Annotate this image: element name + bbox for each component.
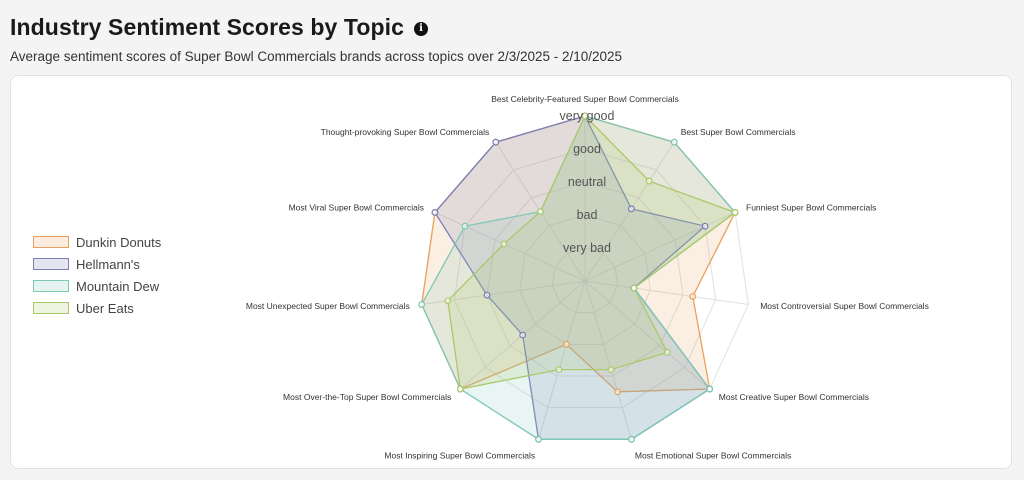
data-point — [535, 435, 542, 443]
level-label: very bad — [563, 241, 611, 255]
axis-label: Most Inspiring Super Bowl Commercials — [384, 451, 535, 461]
data-point — [519, 331, 527, 339]
data-point — [461, 222, 469, 230]
grid-ring — [486, 181, 684, 377]
axis-label: Thought-provoking Super Bowl Commercials — [321, 127, 490, 137]
info-icon[interactable]: i — [414, 21, 429, 36]
legend-label: Uber Eats — [76, 300, 134, 316]
series-area — [420, 115, 737, 440]
grid-spoke — [584, 212, 736, 282]
data-point — [431, 209, 439, 216]
data-point — [706, 385, 714, 393]
radar-chart: very bad bad neutral good very good Best Cele… — [246, 94, 929, 461]
chart-header: Industry Sentiment Scores by Topic i Ave… — [10, 14, 1014, 64]
level-label: good — [573, 142, 601, 156]
data-point — [663, 348, 671, 356]
grid-spoke — [584, 280, 749, 305]
axis-label: Best Celebrity-Featured Super Bowl Comme… — [491, 94, 679, 104]
grid-ring — [453, 148, 717, 409]
data-point — [731, 209, 739, 216]
legend-item[interactable]: Mountain Dew — [33, 275, 161, 297]
axis-label: Best Super Bowl Commercials — [681, 127, 796, 137]
legend-label: Dunkin Donuts — [76, 234, 162, 250]
legend-item[interactable]: Hellmann's — [33, 253, 161, 275]
level-label: neutral — [568, 175, 606, 189]
data-point — [492, 138, 500, 146]
data-point — [670, 138, 678, 146]
data-point — [627, 205, 635, 213]
level-label: very good — [560, 109, 615, 123]
data-point — [555, 366, 563, 374]
data-point — [581, 112, 589, 120]
legend-swatch — [33, 258, 69, 270]
data-point — [456, 385, 464, 393]
page-subtitle: Average sentiment scores of Super Bowl C… — [10, 49, 623, 64]
axis-label: Most Unexpected Super Bowl Commercials — [246, 301, 410, 311]
data-point — [607, 366, 615, 374]
data-point — [628, 435, 635, 443]
grid-spoke — [434, 212, 586, 282]
data-point — [630, 284, 638, 292]
legend-swatch — [33, 280, 69, 292]
data-point — [483, 291, 491, 299]
legend-swatch — [33, 236, 69, 248]
level-label: bad — [577, 208, 598, 222]
legend-label: Hellmann's — [76, 256, 140, 272]
series-area — [447, 114, 737, 390]
grid-ring — [519, 214, 651, 345]
legend-swatch — [33, 302, 69, 314]
grid-ring — [551, 247, 619, 314]
legend-label: Mountain Dew — [76, 278, 160, 294]
data-point — [645, 177, 653, 185]
data-point — [500, 240, 508, 248]
grid-spoke — [538, 280, 586, 440]
data-point — [418, 301, 426, 308]
axis-label: Most Viral Super Bowl Commercials — [289, 202, 424, 212]
grid-spoke — [584, 280, 711, 390]
data-point — [563, 340, 570, 348]
grid-spoke — [584, 280, 632, 440]
chart-card: Dunkin Donuts Hellmann's Mountain Dew Uber … — [10, 75, 1012, 469]
axis-label: Most Controversial Super Bowl Commercial… — [760, 301, 929, 311]
axis-label: Most Creative Super Bowl Commercials — [719, 392, 869, 402]
legend-item[interactable]: Uber Eats — [33, 297, 161, 319]
data-point — [536, 208, 544, 215]
axis-label: Most Over-the-Top Super Bowl Commercials — [283, 392, 451, 402]
axis-label: Most Emotional Super Bowl Commercials — [635, 451, 791, 461]
chart-legend: Dunkin Donuts Hellmann's Mountain Dew Uber … — [33, 231, 161, 319]
page-title: Industry Sentiment Scores by Topic — [10, 14, 405, 40]
legend-item[interactable]: Dunkin Donuts — [33, 231, 161, 253]
data-point — [689, 293, 697, 300]
data-point — [701, 222, 709, 230]
data-point — [444, 297, 452, 305]
title-row: Industry Sentiment Scores by Topic i — [10, 14, 1014, 41]
axis-label: Funniest Super Bowl Commercials — [746, 202, 876, 212]
data-point — [614, 388, 621, 396]
